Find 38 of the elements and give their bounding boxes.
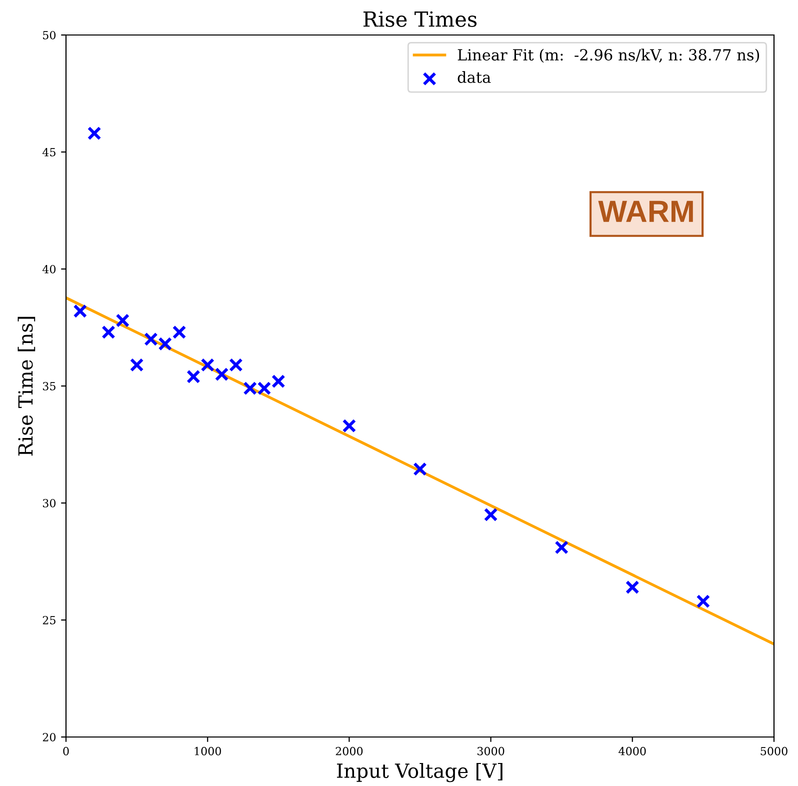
y-axis-title: Rise Time [ns] xyxy=(18,316,36,456)
y-tick-label: 25 xyxy=(42,616,56,624)
point xyxy=(144,332,158,346)
x-tick-label: 1000 xyxy=(194,746,221,756)
x-tick-label: 0 xyxy=(63,746,69,756)
point xyxy=(73,304,88,318)
point xyxy=(271,374,286,388)
point xyxy=(102,325,116,340)
y-tick-label: 50 xyxy=(43,30,56,40)
point xyxy=(214,367,229,382)
y-tick-label: 20 xyxy=(42,732,56,742)
y-tick-label: 30 xyxy=(42,498,56,508)
x-tick-label: 2000 xyxy=(336,746,363,756)
point xyxy=(229,358,243,372)
point xyxy=(87,126,102,140)
x-tick-label: 4000 xyxy=(618,746,646,756)
annotation: WARM xyxy=(598,200,693,222)
point xyxy=(625,580,640,594)
chart-title: Rise Times xyxy=(363,11,477,27)
x-tick-label: 3000 xyxy=(478,746,504,756)
point xyxy=(342,418,356,433)
legend-label: Linear Fit (m: -2.96 ns/kV, n: 38.77 ns) xyxy=(458,48,760,63)
y-tick-label: 40 xyxy=(42,264,56,274)
x-tick-label: 5000 xyxy=(760,746,788,756)
point xyxy=(116,314,130,328)
point xyxy=(200,358,215,372)
y-tick-label: 45 xyxy=(42,148,56,156)
point xyxy=(696,594,710,608)
point xyxy=(554,540,569,554)
point xyxy=(172,325,186,340)
point xyxy=(186,370,200,384)
x-axis-title: Input Voltage [V] xyxy=(337,763,502,782)
y-tick-label: 35 xyxy=(42,382,56,390)
point xyxy=(484,508,498,522)
point xyxy=(158,336,172,351)
legend-label: data xyxy=(458,71,491,83)
point xyxy=(413,462,427,476)
point xyxy=(130,358,144,372)
